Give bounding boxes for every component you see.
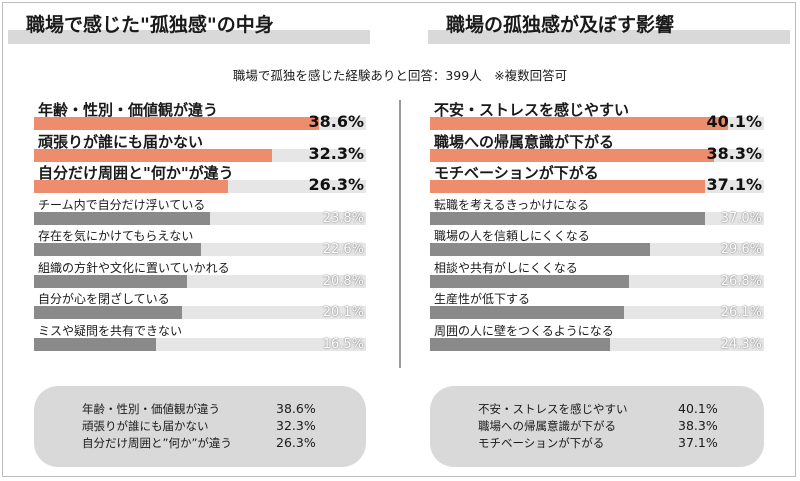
bar-label: 自分だけ周囲と"何か"が違う: [38, 164, 234, 182]
bar: [430, 180, 706, 193]
summary-value: 32.3%: [276, 418, 316, 433]
value-label: 16.5%: [322, 336, 364, 352]
bar-row: 職場の人を信頼しにくくなる 29.6%: [430, 226, 764, 257]
bar: [430, 148, 715, 162]
summary-row: 不安・ストレスを感じやすい 40.1%: [430, 401, 764, 417]
summary-label: 年齢・性別・価値観が違う: [82, 402, 220, 416]
summary-value: 38.3%: [678, 418, 718, 433]
summary-row: 年齢・性別・価値観が違う 38.6%: [34, 401, 366, 417]
bar-row: 職場への帰属意識が下がる 38.3%: [430, 132, 764, 163]
bar-label: モチベーションが下がる: [434, 164, 599, 182]
right-summary-box: 不安・ストレスを感じやすい 40.1% 職場への帰属意識が下がる 38.3% モチベーシ…: [430, 386, 764, 467]
value-label: 40.1%: [706, 112, 762, 131]
left-chart-title: 職場で感じた"孤独感"の中身: [8, 6, 370, 44]
title-underline-band: [8, 30, 370, 44]
summary-value: 38.6%: [276, 401, 316, 416]
bar: [34, 274, 188, 288]
bar: [34, 306, 183, 319]
right-chart-title: 職場の孤独感が及ぼす影響: [428, 6, 790, 44]
bar-label: 年齢・性別・価値観が違う: [38, 101, 219, 119]
value-label: 38.3%: [706, 143, 762, 163]
bar-label: 不安・ストレスを感じやすい: [434, 101, 630, 119]
summary-label: モチベーションが下がる: [478, 436, 605, 450]
summary-label: 頑張りが誰にも届かない: [82, 419, 209, 433]
bar: [430, 337, 611, 351]
bar-row: 自分が心を閉ざしている 20.1%: [34, 289, 366, 320]
bar-label: 生産性が低下する: [434, 292, 531, 306]
summary-value: 37.1%: [678, 435, 718, 450]
bar-row: モチベーションが下がる 37.1%: [430, 163, 764, 194]
summary-row: 自分だけ周囲と”何か”が違う 26.3%: [34, 435, 366, 451]
value-label: 26.8%: [720, 273, 762, 289]
title-underline-band: [428, 30, 790, 44]
bar-row: 年齢・性別・価値観が違う 38.6%: [34, 100, 366, 131]
value-label: 20.1%: [322, 305, 364, 320]
bar: [34, 180, 229, 193]
bar: [430, 243, 650, 256]
bar-label: 組織の方針や文化に置いていかれる: [38, 260, 230, 275]
value-label: 37.0%: [720, 210, 762, 226]
bar-row: 自分だけ周囲と"何か"が違う 26.3%: [34, 163, 366, 194]
bar-row: ミスや疑問を共有できない 16.5%: [34, 321, 366, 352]
bar-row: 生産性が低下する 26.1%: [430, 289, 764, 320]
bar-label: ミスや疑問を共有できない: [38, 323, 183, 338]
summary-label: 職場への帰属意識が下がる: [478, 419, 616, 433]
bar-label: 転職を考えるきっかけになる: [434, 197, 590, 212]
bar-label: 自分が心を閉ざしている: [38, 292, 170, 306]
value-label: 23.8%: [322, 210, 364, 226]
bar-row: 存在を気にかけてもらえない 22.6%: [34, 226, 366, 257]
summary-label: 自分だけ周囲と”何か”が違う: [82, 436, 232, 450]
bar-label: 職場の人を信頼しにくくなる: [434, 229, 590, 243]
bar-label: 存在を気にかけてもらえない: [38, 229, 194, 243]
survey-note: 職場で孤独を感じた経験ありと回答：399人 ※複数回答可: [232, 68, 568, 83]
bar: [430, 211, 705, 225]
bar-row: 周囲の人に壁をつくるようになる 24.3%: [430, 321, 764, 352]
bar-row: 組織の方針や文化に置いていかれる 20.8%: [34, 258, 366, 289]
bar: [34, 148, 273, 162]
bar: [34, 117, 319, 130]
bar-label: 頑張りが誰にも届かない: [38, 132, 204, 151]
bar-row: チーム内で自分だけ浮いている 23.8%: [34, 195, 366, 226]
right-chart-title-text: 職場の孤独感が及ぼす影響: [446, 14, 675, 36]
left-summary-box: 年齢・性別・価値観が違う 38.6% 頑張りが誰にも届かない 32.3% 自分だけ周囲と…: [34, 386, 366, 467]
left-chart-title-text: 職場で感じた"孤独感"の中身: [26, 14, 274, 36]
bar: [430, 306, 624, 319]
summary-row: 職場への帰属意識が下がる 38.3%: [430, 418, 764, 434]
bar: [34, 337, 156, 351]
bar-label: 相談や共有がしにくくなる: [434, 260, 578, 275]
value-label: 24.3%: [720, 336, 762, 352]
summary-value: 40.1%: [678, 401, 718, 416]
value-label: 37.1%: [706, 175, 762, 194]
summary-label: 不安・ストレスを感じやすい: [478, 402, 628, 416]
bar: [34, 243, 201, 256]
bar-label: チーム内で自分だけ浮いている: [38, 197, 206, 212]
bar-label: 職場への帰属意識が下がる: [434, 132, 615, 151]
value-label: 26.3%: [308, 175, 364, 194]
value-label: 26.1%: [720, 305, 762, 320]
value-label: 22.6%: [322, 242, 364, 257]
bar-row: 転職を考えるきっかけになる 37.0%: [430, 195, 764, 226]
summary-row: モチベーションが下がる 37.1%: [430, 435, 764, 451]
summary-row: 頑張りが誰にも届かない 32.3%: [34, 418, 366, 434]
value-label: 38.6%: [308, 112, 364, 131]
bar: [430, 117, 728, 130]
bar-row: 不安・ストレスを感じやすい 40.1%: [430, 100, 764, 131]
bar-label: 周囲の人に壁をつくるようになる: [434, 323, 614, 338]
value-label: 20.8%: [322, 273, 364, 289]
value-label: 29.6%: [720, 242, 762, 257]
summary-value: 26.3%: [276, 435, 316, 450]
value-label: 32.3%: [308, 143, 364, 163]
bar: [430, 274, 629, 288]
bar-row: 頑張りが誰にも届かない 32.3%: [34, 132, 366, 163]
bar: [34, 211, 210, 225]
bar-row: 相談や共有がしにくくなる 26.8%: [430, 258, 764, 289]
panel-divider: [399, 100, 401, 368]
